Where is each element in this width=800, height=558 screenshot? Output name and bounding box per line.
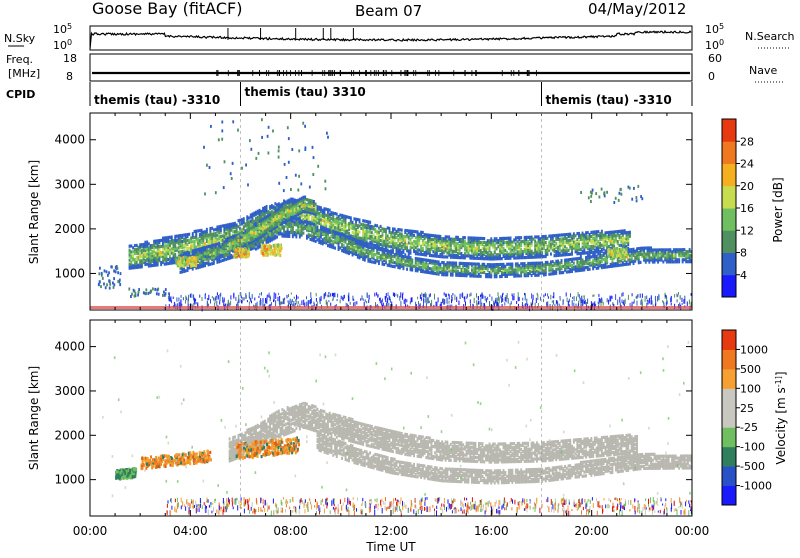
noise-left-tick-top: 105 xyxy=(53,22,72,36)
freq-panel: Freq. [MHz] 18 8 60 0 Nave xyxy=(6,52,785,83)
colorbar-tick-label: 20 xyxy=(740,180,754,193)
colorbar-tick-label: 25 xyxy=(740,402,754,415)
power-colorbar: 4 8 12 16 20 24 28 xyxy=(722,119,754,298)
noise-left-label: N.Sky xyxy=(4,32,36,45)
x-tick-label: 08:00 xyxy=(273,524,308,538)
freq-left-label-1: Freq. xyxy=(6,53,33,66)
cpid-segment-label: themis (tau) -3310 xyxy=(94,93,220,107)
freq-left-label-2: [MHz] xyxy=(8,67,40,80)
nave-right-label: Nave xyxy=(749,64,777,77)
beam-title: Beam 07 xyxy=(355,2,422,20)
colorbar-tick-label: -500 xyxy=(740,460,765,473)
noise-trace xyxy=(90,31,691,49)
power-heatmap xyxy=(90,118,692,311)
velocity-colorbar-label: Velocity [m s-1]] xyxy=(774,371,788,464)
x-tick-label: 00:00 xyxy=(675,524,710,538)
noise-right-tick-bottom: 100 xyxy=(705,38,724,52)
noise-left-tick-bottom: 100 xyxy=(53,38,72,52)
colorbar-tick-label: -100 xyxy=(740,441,765,454)
velocity-colorbar: 1000 500 100 25 -25 -100 -500 -1000 xyxy=(722,330,772,506)
noise-right-tick-top: 105 xyxy=(705,22,724,36)
cpid-label: CPID xyxy=(6,88,35,101)
power-colorbar-label: Power [dB] xyxy=(771,177,785,242)
y-tick-label: 1000 xyxy=(54,473,85,487)
station-title: Goose Bay (fitACF) xyxy=(92,0,242,18)
x-tick-label: 04:00 xyxy=(173,524,208,538)
nave-right-tick-top: 60 xyxy=(708,52,722,65)
power-panel: 1000 2000 3000 4000 Slant Range [km] 4 8 12 16… xyxy=(27,113,785,311)
freq-left-tick-top: 18 xyxy=(63,52,77,65)
colorbar-tick-label: 100 xyxy=(740,382,761,395)
velocity-panel: 1000 2000 3000 4000 Slant Range [km] 1000 50… xyxy=(27,320,788,554)
y-tick-label: 2000 xyxy=(54,222,85,236)
date-title: 04/May/2012 xyxy=(588,0,686,18)
colorbar-tick-label: 16 xyxy=(740,202,754,215)
colorbar-tick-label: -1000 xyxy=(740,480,772,493)
cpid-segment-label: themis (tau) 3310 xyxy=(245,85,366,99)
y-tick-label: 4000 xyxy=(54,340,85,354)
cpid-segment-label: themis (tau) -3310 xyxy=(546,93,672,107)
colorbar-tick-label: 500 xyxy=(740,363,761,376)
x-tick-label: 16:00 xyxy=(474,524,509,538)
x-tick-label: 00:00 xyxy=(73,524,108,538)
x-axis-label: Time UT xyxy=(365,540,416,554)
nave-right-tick-bottom: 0 xyxy=(708,70,715,83)
colorbar-tick-label: 8 xyxy=(740,247,747,260)
colorbar-tick-label: 24 xyxy=(740,158,754,171)
y-tick-label: 3000 xyxy=(54,177,85,191)
noise-panel: N.Sky 105 100 105 100 N.Search xyxy=(4,22,795,52)
noise-right-label: N.Search xyxy=(745,30,795,43)
colorbar-tick-label: -25 xyxy=(740,421,758,434)
velocity-heatmap xyxy=(102,341,692,517)
x-tick-label: 20:00 xyxy=(574,524,609,538)
y-tick-label: 3000 xyxy=(54,384,85,398)
velocity-ylabel: Slant Range [km] xyxy=(27,366,41,470)
colorbar-tick-label: 12 xyxy=(740,224,754,237)
cpid-panel: CPID themis (tau) -3310 themis (tau) 3310… xyxy=(6,82,692,107)
x-tick-label: 12:00 xyxy=(374,524,409,538)
colorbar-tick-label: 4 xyxy=(740,269,747,282)
y-tick-label: 4000 xyxy=(54,133,85,147)
colorbar-tick-label: 1000 xyxy=(740,343,768,356)
colorbar-tick-label: 28 xyxy=(740,135,754,148)
y-tick-label: 1000 xyxy=(54,266,85,280)
power-ylabel: Slant Range [km] xyxy=(27,160,41,264)
freq-left-tick-bottom: 8 xyxy=(66,70,73,83)
y-tick-label: 2000 xyxy=(54,428,85,442)
